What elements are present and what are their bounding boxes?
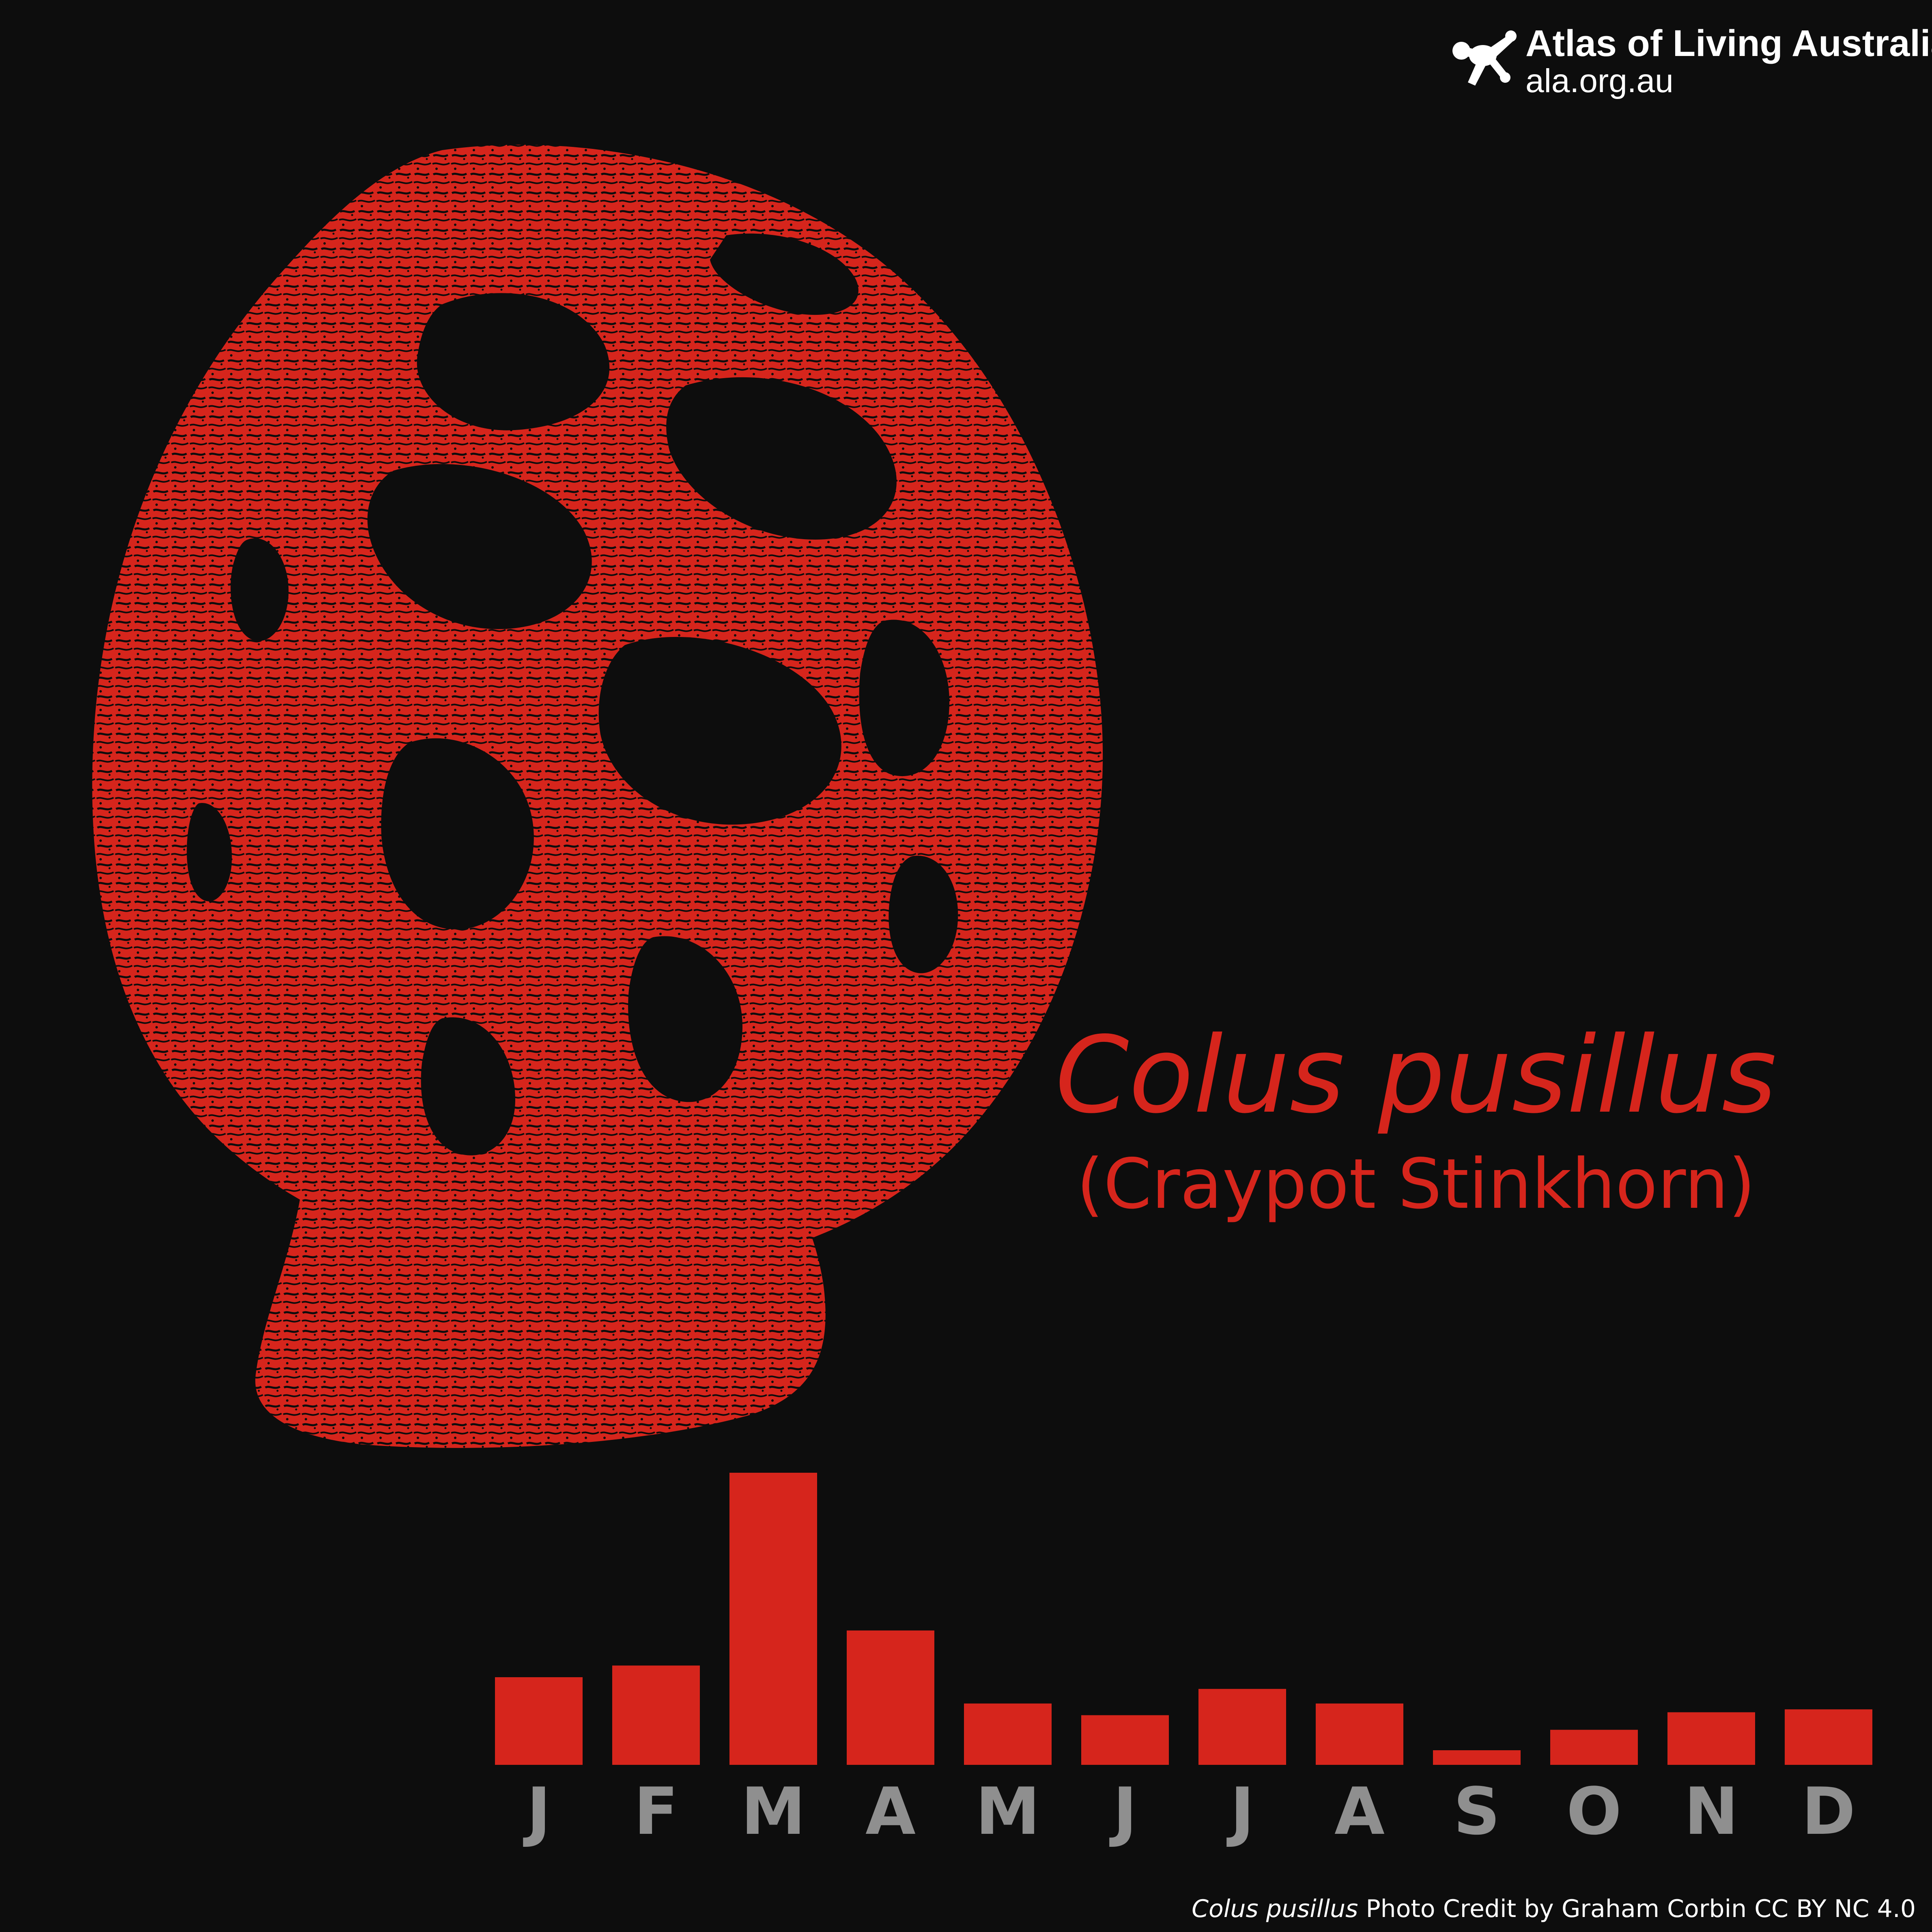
month-label-1: J — [523, 1773, 551, 1849]
month-label-8: A — [1334, 1773, 1385, 1849]
bar-10 — [1550, 1730, 1638, 1765]
species-scientific-name: Colus pusillus — [1055, 1014, 1777, 1137]
bar-12 — [1785, 1709, 1872, 1765]
brand-url[interactable]: ala.org.au — [1525, 62, 1674, 99]
bar-5 — [964, 1703, 1052, 1765]
ala-logo[interactable]: Atlas of Living Australia ala.org.au — [1448, 22, 1932, 99]
month-label-2: F — [634, 1773, 678, 1849]
month-label-10: O — [1566, 1773, 1622, 1849]
credit-species: Colus pusillus — [1192, 1895, 1358, 1923]
month-label-9: S — [1453, 1773, 1500, 1849]
bar-group — [495, 1473, 1872, 1765]
ala-figure-icon — [1452, 30, 1517, 86]
month-label-4: A — [865, 1773, 916, 1849]
bar-8 — [1316, 1703, 1403, 1765]
bar-7 — [1198, 1689, 1286, 1765]
bar-1 — [495, 1677, 583, 1765]
month-label-6: J — [1109, 1773, 1137, 1849]
month-label-11: N — [1684, 1773, 1738, 1849]
species-common-name: (Craypot Stinkhorn) — [1076, 1144, 1756, 1224]
bar-3 — [729, 1473, 817, 1765]
stinkhorn-illustration — [92, 144, 1103, 1448]
month-label-7: J — [1226, 1773, 1254, 1849]
brand-name: Atlas of Living Australia — [1525, 23, 1932, 64]
month-label-12: D — [1802, 1773, 1856, 1849]
bar-6 — [1081, 1715, 1169, 1765]
credit-text: Photo Credit by Graham Corbin CC BY NC 4… — [1366, 1895, 1916, 1923]
bar-2 — [612, 1665, 700, 1765]
bar-4 — [847, 1630, 934, 1765]
photo-credit: Colus pusillus Photo Credit by Graham Co… — [1192, 1895, 1916, 1923]
month-label-3: M — [741, 1773, 805, 1849]
month-label-5: M — [975, 1773, 1040, 1849]
bar-11 — [1667, 1712, 1755, 1765]
bar-9 — [1433, 1750, 1521, 1765]
